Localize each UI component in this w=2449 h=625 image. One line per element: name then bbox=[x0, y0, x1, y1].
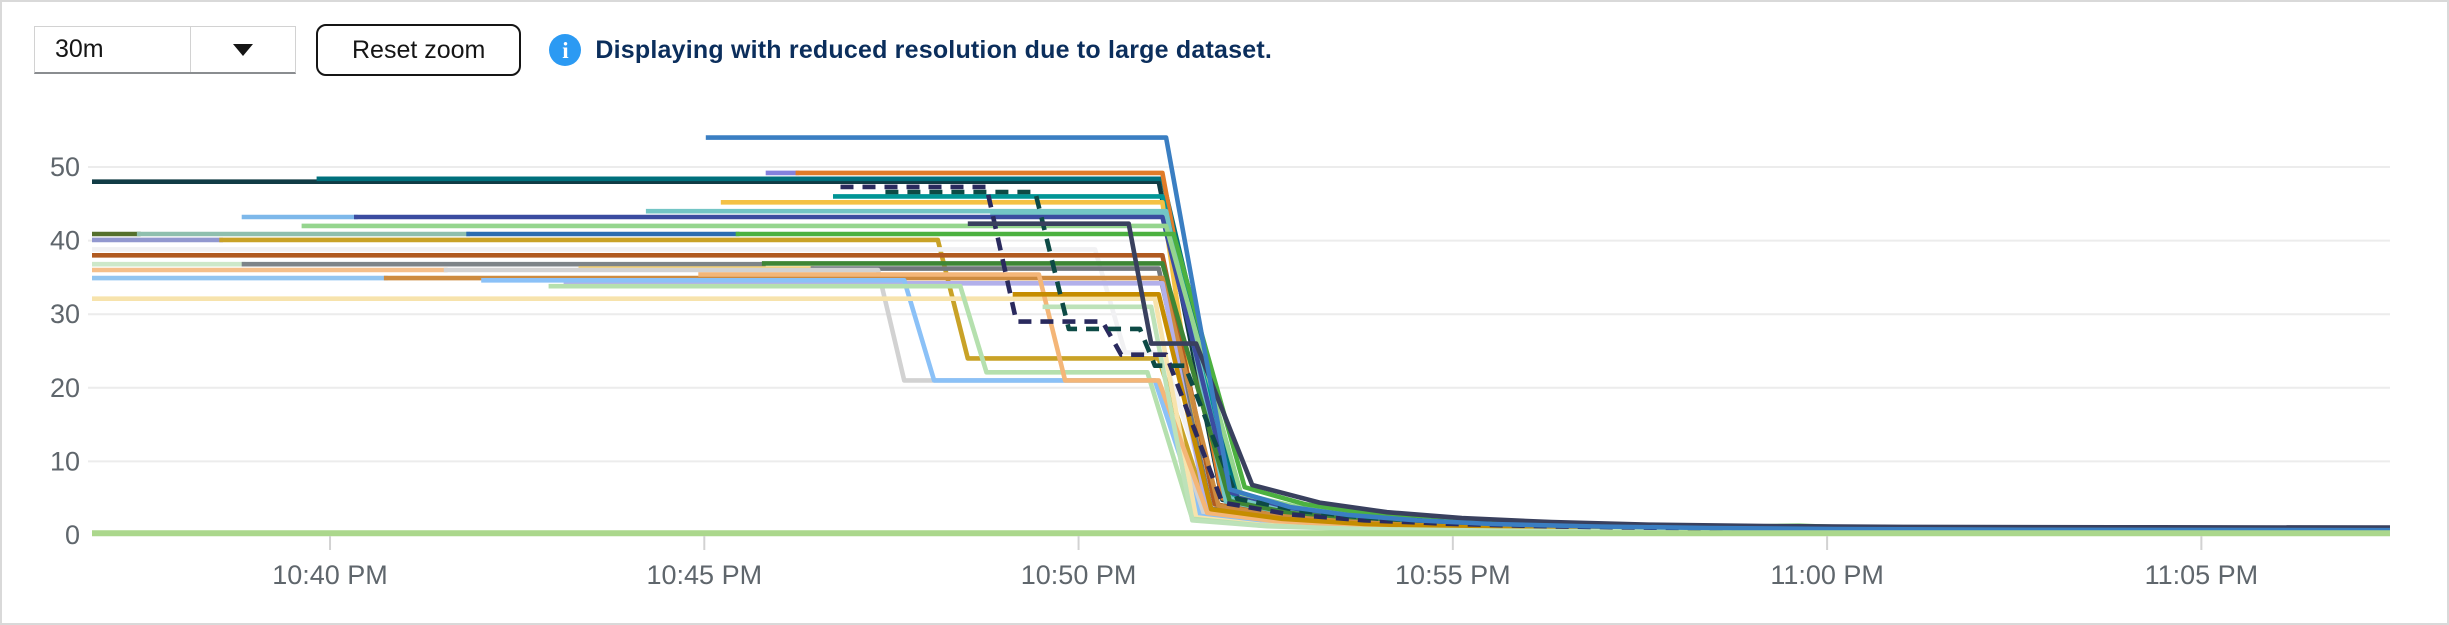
reduced-resolution-message: Displaying with reduced resolution due t… bbox=[595, 35, 1272, 64]
series-peach-stairs bbox=[698, 272, 2391, 533]
x-axis-tick-label: 10:50 PM bbox=[1021, 560, 1137, 590]
series-darkgreen-37 bbox=[761, 261, 2391, 533]
series-teal-dashed bbox=[885, 189, 2391, 533]
x-axis-tick-label: 11:00 PM bbox=[1770, 560, 1884, 590]
series-blue-54 bbox=[705, 135, 2391, 533]
y-axis-tick-label: 40 bbox=[50, 226, 80, 256]
x-axis-tick-label: 10:45 PM bbox=[647, 560, 763, 590]
select-caret-cell[interactable] bbox=[191, 27, 295, 72]
chevron-down-icon bbox=[233, 43, 253, 56]
y-axis-tick-label: 10 bbox=[50, 446, 80, 476]
axis-ticks bbox=[329, 536, 2203, 550]
series-lavender-34 bbox=[563, 280, 2391, 534]
series-teal-48 bbox=[316, 176, 2391, 533]
chart-series bbox=[92, 135, 2391, 537]
info-icon: i bbox=[549, 34, 582, 66]
series-cyan-44 bbox=[645, 208, 2391, 534]
time-range-value: 30m bbox=[35, 27, 191, 72]
y-axis-tick-label: 30 bbox=[50, 299, 80, 329]
chart-toolbar: 30m Reset zoom i Displaying with reduced… bbox=[34, 24, 1272, 76]
y-axis-tick-label: 50 bbox=[50, 152, 80, 182]
reduced-resolution-alert: i Displaying with reduced resolution due… bbox=[549, 34, 1272, 66]
reset-zoom-button[interactable]: Reset zoom bbox=[316, 24, 522, 76]
axis-labels: 0 10 20 30 40 50 10:40 PM 10:45 PM 10:50 PM 10:55… bbox=[50, 152, 2258, 590]
series-slate-42-stairs bbox=[967, 221, 2391, 530]
grid-lines bbox=[88, 166, 2390, 463]
x-axis-tick-label: 10:40 PM bbox=[272, 560, 388, 590]
series-ltgray-36-stairs bbox=[443, 267, 2391, 534]
time-range-select[interactable]: 30m bbox=[34, 26, 296, 74]
series-ltblue-stairs bbox=[481, 277, 2391, 534]
x-axis-tick-label: 11:05 PM bbox=[2145, 560, 2259, 590]
series-lightgreen-stairs bbox=[548, 283, 2391, 535]
series-teal-46 bbox=[833, 194, 2391, 533]
series-goldenrod-40-stairs bbox=[219, 237, 2391, 534]
x-axis-tick-label: 10:55 PM bbox=[1395, 560, 1511, 590]
y-axis-tick-label: 0 bbox=[65, 520, 80, 550]
y-axis-tick-label: 20 bbox=[50, 373, 80, 403]
series-tan-35 bbox=[383, 275, 2391, 534]
